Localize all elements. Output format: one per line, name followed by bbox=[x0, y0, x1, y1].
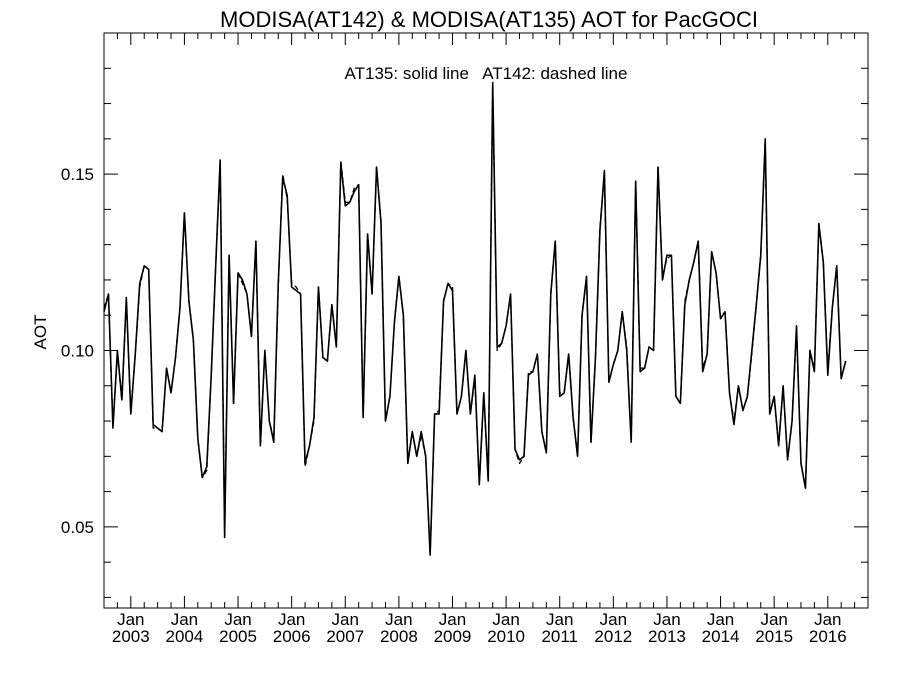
x-tick-label-year: 2014 bbox=[702, 627, 740, 646]
x-tick-label-month: Jan bbox=[439, 610, 466, 629]
y-axis-label: AOT bbox=[31, 315, 50, 350]
x-tick-label-year: 2015 bbox=[755, 627, 793, 646]
plot-frame bbox=[103, 32, 869, 609]
x-tick-label-year: 2005 bbox=[219, 627, 257, 646]
x-tick-label-month: Jan bbox=[760, 610, 787, 629]
x-tick-label-month: Jan bbox=[332, 610, 359, 629]
x-tick-label-month: Jan bbox=[546, 610, 573, 629]
y-tick-label: 0.10 bbox=[61, 341, 94, 360]
series-line-at142 bbox=[103, 85, 847, 556]
x-tick-label-month: Jan bbox=[278, 610, 305, 629]
x-tick-label-year: 2006 bbox=[273, 627, 311, 646]
x-tick-label-month: Jan bbox=[653, 610, 680, 629]
x-tick-label-month: Jan bbox=[385, 610, 412, 629]
x-tick-label-year: 2013 bbox=[648, 627, 686, 646]
x-tick-label-year: 2016 bbox=[809, 627, 847, 646]
x-tick-label-year: 2009 bbox=[434, 627, 472, 646]
x-tick-label-month: Jan bbox=[171, 610, 198, 629]
x-tick-label-year: 2012 bbox=[594, 627, 632, 646]
x-tick-label-year: 2010 bbox=[487, 627, 525, 646]
x-tick-label-year: 2007 bbox=[326, 627, 364, 646]
x-tick-label-month: Jan bbox=[600, 610, 627, 629]
chart-title: MODISA(AT142) & MODISA(AT135) AOT for Pa… bbox=[220, 7, 758, 32]
x-tick-label-year: 2004 bbox=[166, 627, 204, 646]
x-tick-label-month: Jan bbox=[814, 610, 841, 629]
x-tick-label-month: Jan bbox=[492, 610, 519, 629]
series-layer bbox=[103, 81, 847, 556]
x-tick-label-year: 2003 bbox=[112, 627, 150, 646]
series-style-annotation: AT135: solid line AT142: dashed line bbox=[345, 64, 628, 83]
x-tick-label-year: 2008 bbox=[380, 627, 418, 646]
x-tick-label-month: Jan bbox=[224, 610, 251, 629]
x-tick-label-month: Jan bbox=[707, 610, 734, 629]
x-tick-label-month: Jan bbox=[117, 610, 144, 629]
y-tick-label: 0.05 bbox=[61, 518, 94, 537]
axes-layer: 0.050.100.15Jan2003Jan2004Jan2005Jan2006… bbox=[61, 33, 869, 646]
y-tick-label: 0.15 bbox=[61, 165, 94, 184]
x-tick-label-year: 2011 bbox=[541, 627, 578, 646]
